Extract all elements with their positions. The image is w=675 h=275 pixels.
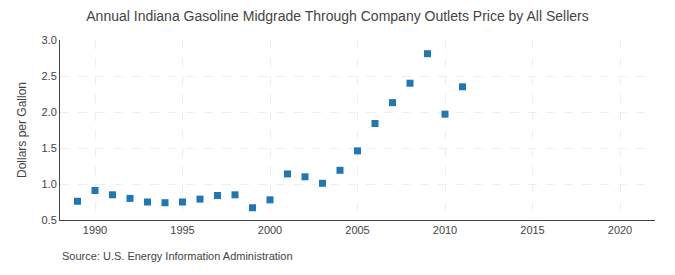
svg-text:0.5: 0.5 — [42, 214, 57, 226]
svg-text:2010: 2010 — [433, 224, 457, 236]
svg-text:2020: 2020 — [608, 224, 632, 236]
svg-text:2005: 2005 — [345, 224, 369, 236]
svg-text:2015: 2015 — [520, 224, 544, 236]
svg-text:1.0: 1.0 — [42, 178, 57, 190]
svg-text:Source: U.S. Energy Informatio: Source: U.S. Energy Information Administ… — [62, 250, 293, 262]
svg-text:1990: 1990 — [83, 224, 107, 236]
svg-text:1.5: 1.5 — [42, 142, 57, 154]
svg-text:2.0: 2.0 — [42, 106, 57, 118]
svg-text:Dollars per Gallon: Dollars per Gallon — [15, 82, 29, 178]
svg-text:2.5: 2.5 — [42, 70, 57, 82]
svg-text:2000: 2000 — [258, 224, 282, 236]
svg-text:3.0: 3.0 — [42, 34, 57, 46]
svg-text:1995: 1995 — [170, 224, 194, 236]
svg-text:Annual Indiana Gasoline Midgra: Annual Indiana Gasoline Midgrade Through… — [86, 8, 588, 24]
